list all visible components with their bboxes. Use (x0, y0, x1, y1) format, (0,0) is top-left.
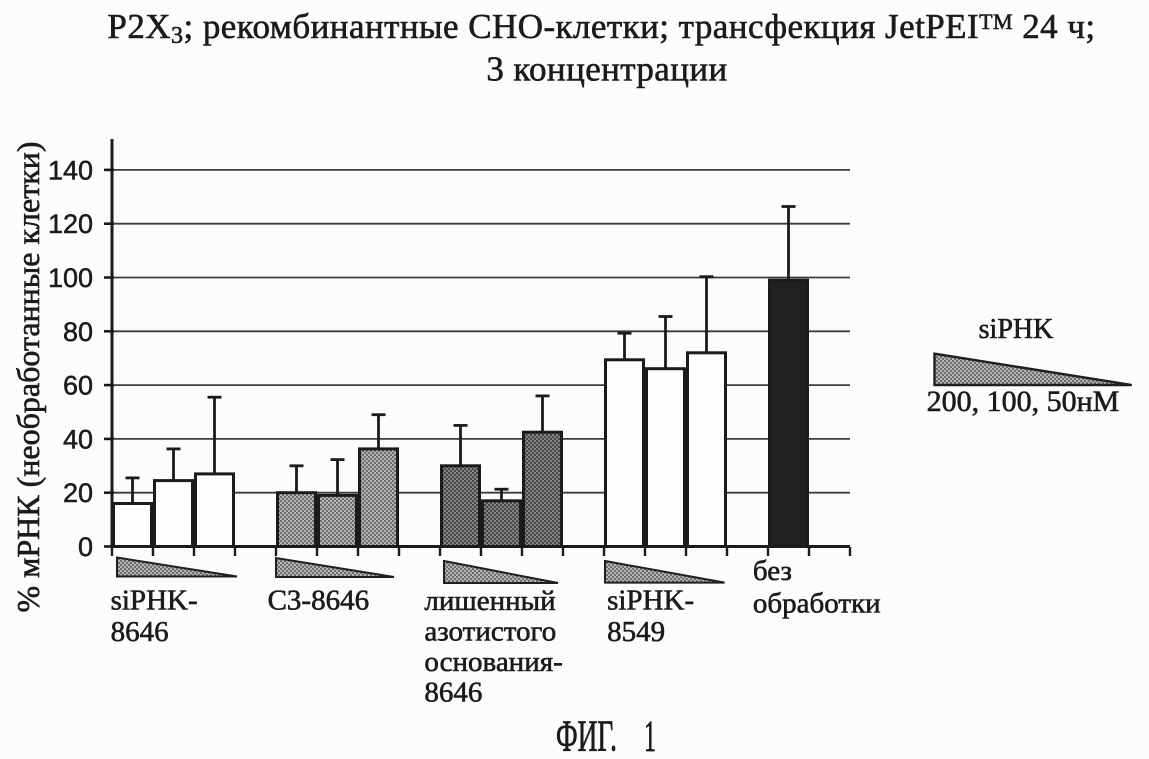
svg-text:100: 100 (48, 263, 93, 293)
svg-text:C3-8646: C3-8646 (268, 584, 370, 616)
svg-text:40: 40 (63, 424, 93, 454)
svg-text:обработки: обработки (753, 588, 881, 620)
svg-text:siPHK-: siPHK- (607, 584, 694, 616)
svg-text:siPHK: siPHK (979, 314, 1054, 345)
svg-text:8646: 8646 (111, 616, 169, 648)
svg-text:без: без (753, 555, 792, 587)
svg-text:3 концентрации: 3 концентрации (486, 50, 727, 89)
svg-text:80: 80 (63, 317, 93, 347)
svg-text:60: 60 (63, 371, 93, 401)
svg-text:siPHK-: siPHK- (111, 584, 198, 616)
svg-text:8646: 8646 (424, 677, 482, 709)
svg-text:0: 0 (78, 532, 93, 562)
svg-text:лишенный: лишенный (424, 585, 555, 617)
svg-text:ФИГ.: ФИГ. (556, 712, 617, 759)
svg-text:P2X3; рекомбинантные CHO-клетк: P2X3; рекомбинантные CHO-клетки; трансфе… (107, 7, 1095, 49)
svg-text:140: 140 (48, 155, 93, 185)
svg-text:20: 20 (63, 478, 93, 508)
svg-text:азотистого: азотистого (424, 616, 556, 648)
svg-text:1: 1 (644, 712, 656, 759)
svg-text:8549: 8549 (607, 616, 665, 648)
svg-text:% мРНК (необработанные клетки): % мРНК (необработанные клетки) (10, 141, 46, 612)
svg-text:основания-: основания- (424, 646, 562, 678)
svg-text:200, 100, 50нМ: 200, 100, 50нМ (927, 385, 1120, 418)
svg-text:120: 120 (48, 209, 93, 239)
